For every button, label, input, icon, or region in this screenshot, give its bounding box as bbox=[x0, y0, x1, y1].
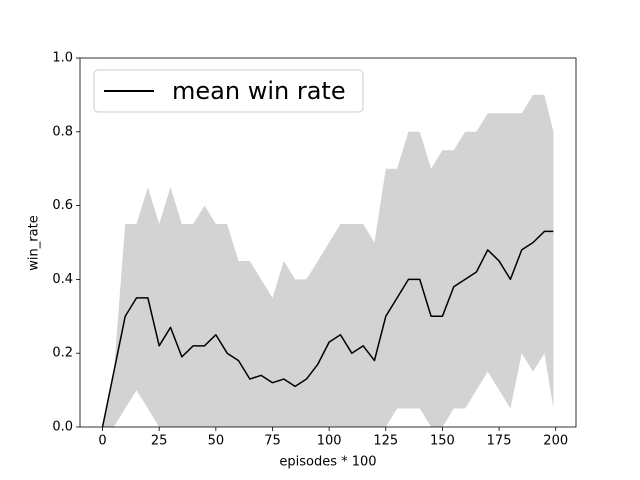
y-tick-label: 0.0 bbox=[52, 420, 73, 435]
y-tick-label: 0.6 bbox=[52, 198, 73, 213]
line bbox=[101, 230, 554, 428]
legend-label: mean win rate bbox=[172, 77, 346, 105]
x-tick-label: 200 bbox=[543, 434, 568, 449]
legend-box bbox=[93, 69, 364, 113]
x-tick-label: 75 bbox=[264, 434, 281, 449]
x-tick-label: 150 bbox=[430, 434, 455, 449]
x-tick-label: 0 bbox=[98, 434, 106, 449]
plot-frame bbox=[79, 57, 577, 428]
y-tick-label: 0.2 bbox=[52, 346, 73, 361]
x-axis-label: episodes * 100 bbox=[279, 455, 376, 470]
y-tick-label: 0.4 bbox=[52, 272, 73, 287]
y-tick-label: 1.0 bbox=[52, 51, 73, 66]
x-tick-label: 50 bbox=[208, 434, 225, 449]
x-tick-label: 125 bbox=[373, 434, 398, 449]
x-tick-label: 25 bbox=[151, 434, 168, 449]
y-axis-label: win_rate bbox=[27, 215, 42, 270]
y-tick-label: 0.8 bbox=[52, 124, 73, 139]
x-tick-label: 175 bbox=[487, 434, 512, 449]
x-tick-label: 100 bbox=[317, 434, 342, 449]
confidence-band bbox=[102, 94, 554, 428]
